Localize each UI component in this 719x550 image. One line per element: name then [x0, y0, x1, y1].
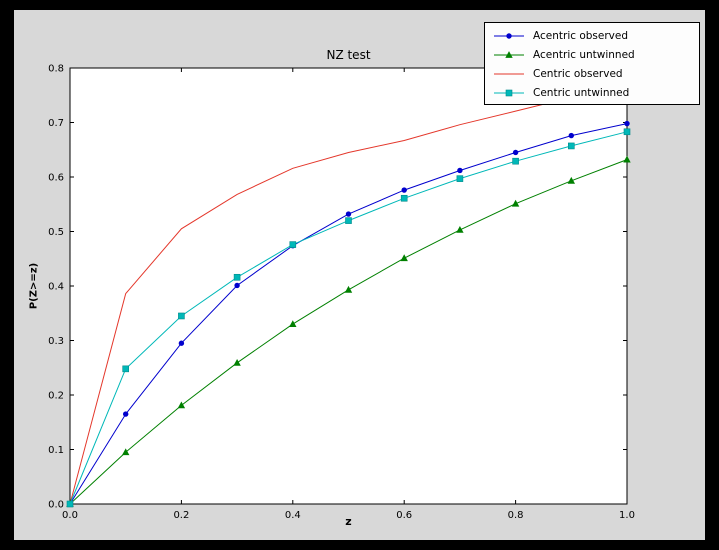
point-marker [623, 155, 631, 163]
point-marker [289, 241, 297, 248]
y-tick-label: 0.0 [48, 500, 64, 511]
legend-label: Centric observed [533, 67, 623, 80]
y-tick-label: 0.7 [48, 118, 64, 129]
y-tick-label: 0.6 [48, 173, 64, 184]
point-marker [289, 320, 297, 328]
point-marker [512, 157, 519, 165]
point-marker [345, 211, 352, 217]
point-marker [567, 176, 575, 184]
point-marker [234, 282, 240, 289]
legend-key-acentric-untwinned-icon [493, 49, 525, 61]
chart-title: NZ test [326, 48, 371, 62]
x-tick-label: 0.6 [396, 510, 412, 521]
point-marker [623, 128, 631, 136]
x-tick-label: 0.2 [173, 510, 189, 521]
point-marker [512, 149, 519, 156]
legend-item-acentric-observed: Acentric observed [493, 26, 693, 45]
series-line-centric-observed [69, 86, 628, 505]
x-tick-label: 0.8 [508, 510, 524, 521]
x-tick-label: 0.4 [285, 510, 301, 521]
figure-area: 0.0 0.2 0.4 0.6 0.8 1.0 0.0 0.1 0.2 0.3 0.4 0.5 0.6 0… [14, 10, 705, 540]
point-marker [505, 50, 513, 58]
y-axis-label: P(Z>=z) [28, 262, 40, 310]
legend-key-centric-untwinned-icon [493, 87, 525, 99]
point-marker [344, 285, 353, 293]
point-marker [66, 500, 74, 508]
point-marker [233, 273, 241, 281]
point-marker [122, 448, 130, 456]
point-marker [122, 365, 129, 373]
legend-label: Acentric untwinned [533, 48, 635, 61]
point-marker [400, 254, 408, 262]
point-marker [567, 142, 575, 150]
point-marker [511, 199, 520, 207]
chart-canvas: 0.0 0.2 0.4 0.6 0.8 1.0 0.0 0.1 0.2 0.3 0.4 0.5 0.6 0… [48, 64, 635, 522]
x-tick-label: 0.0 [62, 510, 78, 521]
point-marker [400, 194, 408, 202]
legend-label: Centric untwinned [533, 86, 630, 99]
point-marker [123, 411, 129, 417]
y-tick-label: 0.5 [48, 227, 64, 238]
point-marker [178, 312, 185, 320]
point-marker [345, 217, 352, 224]
y-tick-label: 0.1 [48, 445, 64, 456]
x-axis-label: z [345, 515, 352, 528]
point-marker [568, 132, 574, 139]
point-marker [457, 167, 463, 174]
legend: Acentric observed Acentric untwinned Cen… [484, 22, 700, 105]
point-marker [177, 401, 186, 409]
x-tick-label: 1.0 [619, 510, 635, 521]
legend-item-centric-observed: Centric observed [493, 64, 693, 83]
legend-key-centric-observed-icon [493, 68, 525, 80]
point-marker [506, 32, 512, 39]
legend-key-acentric-observed-icon [493, 30, 525, 42]
legend-item-acentric-untwinned: Acentric untwinned [493, 45, 693, 64]
legend-label: Acentric observed [533, 29, 629, 42]
point-marker [233, 358, 241, 366]
point-marker [456, 225, 464, 233]
point-marker [178, 340, 185, 346]
y-tick-label: 0.8 [48, 64, 64, 75]
point-marker [401, 187, 407, 193]
y-tick-label: 0.2 [48, 391, 64, 402]
y-tick-label: 0.3 [48, 336, 64, 347]
point-marker [456, 175, 464, 182]
y-tick-label: 0.4 [48, 282, 64, 293]
point-marker [505, 89, 513, 96]
point-marker [624, 120, 630, 127]
legend-item-centric-untwinned: Centric untwinned [493, 83, 693, 102]
